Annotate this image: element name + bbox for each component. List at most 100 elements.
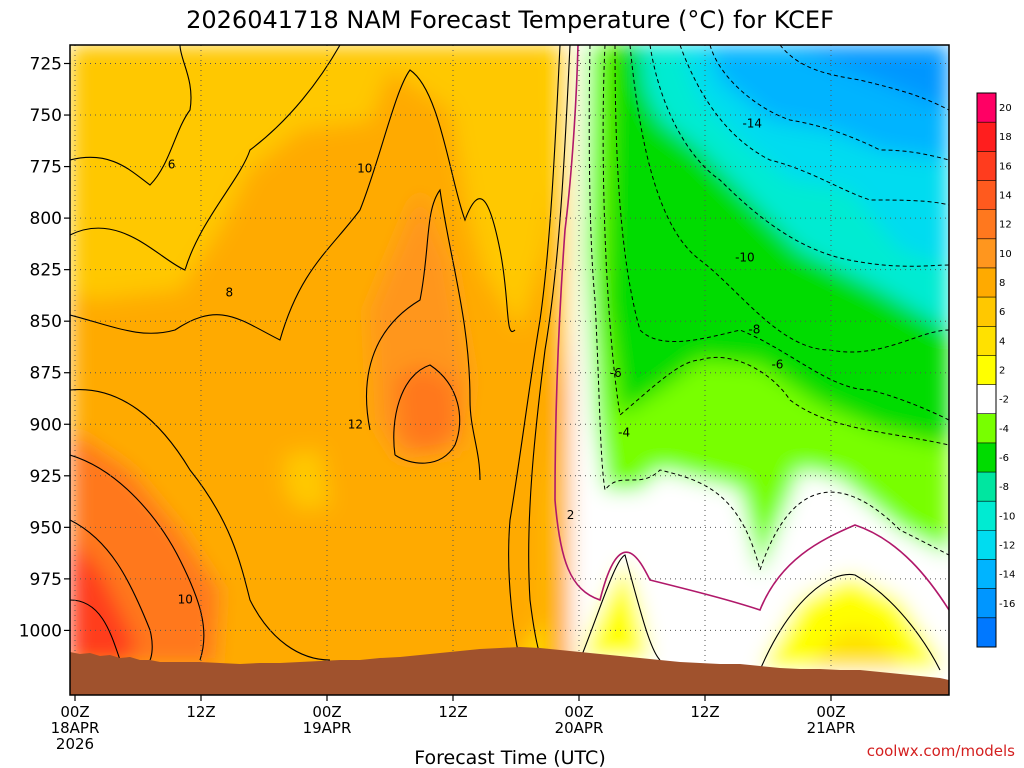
- colorbar-segment: [977, 267, 996, 298]
- x-tick-label: 19APR: [303, 719, 352, 737]
- y-tick-label: 750: [30, 106, 62, 126]
- plot-frame: [69, 44, 950, 696]
- contour-label: 2: [567, 508, 575, 522]
- contour-2-right: [759, 573, 941, 671]
- colorbar: 20 18 16 14 12 10 8 6 4 2 -2 -4 -6 -8 -10 -12 -14 -16: [976, 92, 1015, 648]
- y-tick-label: 900: [30, 415, 62, 435]
- contour-minus-14: [709, 45, 949, 161]
- colorbar-tick-label: -10: [999, 511, 1015, 522]
- colorbar-tick-label: -8: [999, 482, 1009, 493]
- temperature-field: [70, 45, 949, 695]
- contour-0c-magenta: [554, 45, 949, 611]
- contour-label: 4: [27, 141, 35, 155]
- contour-label: 6: [168, 158, 176, 172]
- colorbar-segment: [977, 297, 996, 327]
- chart-title: 2026041718 NAM Forecast Temperature (°C)…: [186, 6, 834, 34]
- colorbar-segment: [977, 530, 996, 561]
- contour-12: [70, 364, 461, 661]
- colorbar-tick-label: 2: [999, 366, 1005, 377]
- y-axis: 725 750 775 800 825 850 875 900 925 950 975 1000: [19, 55, 70, 641]
- colorbar-segment: [977, 93, 996, 123]
- colorbar-segment: [977, 151, 996, 181]
- contour-label: 10: [357, 162, 372, 176]
- y-tick-label: 875: [30, 364, 62, 384]
- region-2-4c-low-right: [810, 630, 900, 670]
- colorbar-tick-label: -4: [999, 424, 1009, 435]
- colorbar-segment: [977, 209, 996, 240]
- colorbar-tick-label: 12: [999, 220, 1012, 231]
- contour-label: -6: [771, 358, 783, 372]
- x-tick-label: 00Z: [312, 703, 341, 721]
- x-tick-label: 12Z: [438, 703, 467, 721]
- x-tick-label: 18APR: [51, 719, 100, 737]
- colorbar-tick-label: 18: [999, 132, 1012, 143]
- colorbar-tick-label: 8: [999, 278, 1005, 289]
- x-tick-label: 12Z: [690, 703, 719, 721]
- y-tick-label: 850: [30, 312, 62, 332]
- contour-minus-16: [779, 45, 949, 111]
- colorbar-segment: [977, 326, 996, 356]
- colorbar-tick-label: 4: [999, 336, 1005, 347]
- contour-label: -14: [742, 116, 762, 130]
- grid-lines: [70, 45, 949, 695]
- contour-label-bg: [26, 141, 36, 154]
- contour-minus-2: [588, 45, 949, 572]
- terrain: [70, 647, 949, 695]
- y-tick-label: 800: [30, 209, 62, 229]
- x-tick-label: 2026: [56, 735, 94, 753]
- x-tick-label: 12Z: [186, 703, 215, 721]
- region-0-2c-mid-low: [580, 560, 650, 660]
- colorbar-segment: [977, 559, 996, 590]
- contour-front-b: [528, 45, 571, 666]
- y-tick-label: 725: [30, 55, 62, 75]
- contour-front-a: [508, 45, 561, 661]
- x-tick-label: 21APR: [807, 719, 856, 737]
- contour-2-low: [579, 554, 661, 661]
- colorbar-segment: [977, 122, 996, 152]
- contour-minus-10: [649, 45, 949, 267]
- contour-label: -10: [735, 250, 755, 264]
- region-12-14c-mid: [395, 365, 460, 455]
- y-tick-label: 825: [30, 261, 62, 281]
- colorbar-tick-label: -14: [999, 570, 1015, 581]
- contour-4: [70, 45, 192, 186]
- colorbar-segment: [977, 588, 996, 619]
- colorbar-tick-label: 6: [999, 307, 1005, 318]
- x-tick-label: 20APR: [555, 719, 604, 737]
- contour-label: 8: [16, 275, 24, 289]
- contour-label: 8: [226, 285, 234, 299]
- colorbar-tick-label: 16: [999, 161, 1012, 172]
- colorbar-segment: [977, 413, 996, 444]
- region-6-8c-low-mid: [285, 450, 330, 510]
- y-tick-label: 975: [30, 570, 62, 590]
- contour-10: [70, 188, 481, 661]
- colorbar-tick-label: -16: [999, 599, 1015, 610]
- contour-6: [70, 45, 341, 271]
- contour-8: [70, 69, 516, 341]
- colorbar-tick-label: 20: [999, 103, 1012, 114]
- colorbar-segment: [977, 384, 996, 415]
- x-tick-label: 00Z: [60, 703, 89, 721]
- contour-label-bg: [15, 275, 25, 288]
- contour-lines-dashed: [588, 45, 949, 572]
- credit-text: coolwx.com/models: [867, 742, 1015, 760]
- y-tick-label: 775: [30, 158, 62, 178]
- colorbar-tick-label: 10: [999, 249, 1012, 260]
- colorbar-tick-label: 14: [999, 191, 1012, 202]
- colorbar-tick-label: -12: [999, 540, 1015, 551]
- colorbar-segment: [977, 180, 996, 211]
- y-tick-label: 950: [30, 518, 62, 538]
- colorbar-segment: [977, 501, 996, 531]
- colorbar-tick-label: -2: [999, 395, 1009, 406]
- contour-minus-6: [614, 45, 949, 421]
- contour-14: [70, 519, 153, 661]
- colorbar-segment: [977, 238, 996, 269]
- contour-lines-magenta: [554, 45, 949, 611]
- colorbar-tick-label: -6: [999, 453, 1009, 464]
- y-tick-label: 925: [30, 467, 62, 487]
- x-axis-label: Forecast Time (UTC): [414, 747, 605, 768]
- x-tick-label: 00Z: [564, 703, 593, 721]
- colorbar-segment: [977, 472, 996, 502]
